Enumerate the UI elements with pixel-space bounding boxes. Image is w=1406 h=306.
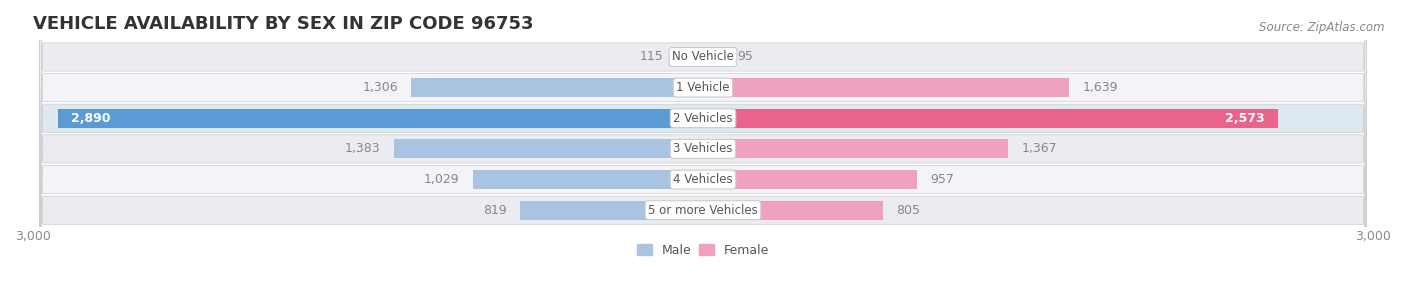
Text: 1,639: 1,639	[1083, 81, 1118, 94]
FancyBboxPatch shape	[39, 0, 1367, 306]
Text: 4 Vehicles: 4 Vehicles	[673, 173, 733, 186]
FancyBboxPatch shape	[39, 0, 1367, 306]
Text: 1 Vehicle: 1 Vehicle	[676, 81, 730, 94]
Text: 2,890: 2,890	[70, 112, 111, 125]
Bar	[703, 140, 1008, 159]
FancyBboxPatch shape	[39, 0, 1367, 306]
FancyBboxPatch shape	[39, 0, 1367, 306]
Text: 1,029: 1,029	[425, 173, 460, 186]
Text: 95: 95	[738, 50, 754, 63]
Text: 3 Vehicles: 3 Vehicles	[673, 142, 733, 155]
Text: VEHICLE AVAILABILITY BY SEX IN ZIP CODE 96753: VEHICLE AVAILABILITY BY SEX IN ZIP CODE …	[32, 15, 533, 33]
Bar	[474, 170, 703, 189]
Text: 819: 819	[482, 204, 506, 217]
Legend: Male, Female: Male, Female	[631, 239, 775, 262]
FancyBboxPatch shape	[39, 0, 1367, 306]
Bar	[703, 201, 883, 220]
Bar	[703, 170, 917, 189]
Text: 115: 115	[640, 50, 664, 63]
Text: 2 Vehicles: 2 Vehicles	[673, 112, 733, 125]
Text: 805: 805	[896, 204, 920, 217]
Bar	[520, 201, 703, 220]
Text: Source: ZipAtlas.com: Source: ZipAtlas.com	[1260, 21, 1385, 34]
Text: No Vehicle: No Vehicle	[672, 50, 734, 63]
Text: 5 or more Vehicles: 5 or more Vehicles	[648, 204, 758, 217]
Text: 2,573: 2,573	[1225, 112, 1264, 125]
Bar	[703, 47, 724, 66]
Bar	[703, 109, 1278, 128]
Bar	[412, 78, 703, 97]
Bar	[58, 109, 703, 128]
FancyBboxPatch shape	[39, 0, 1367, 306]
Bar	[678, 47, 703, 66]
Bar	[394, 140, 703, 159]
Text: 1,383: 1,383	[344, 142, 381, 155]
Text: 1,367: 1,367	[1022, 142, 1057, 155]
Bar	[703, 78, 1069, 97]
Text: 1,306: 1,306	[363, 81, 398, 94]
Text: 957: 957	[931, 173, 955, 186]
